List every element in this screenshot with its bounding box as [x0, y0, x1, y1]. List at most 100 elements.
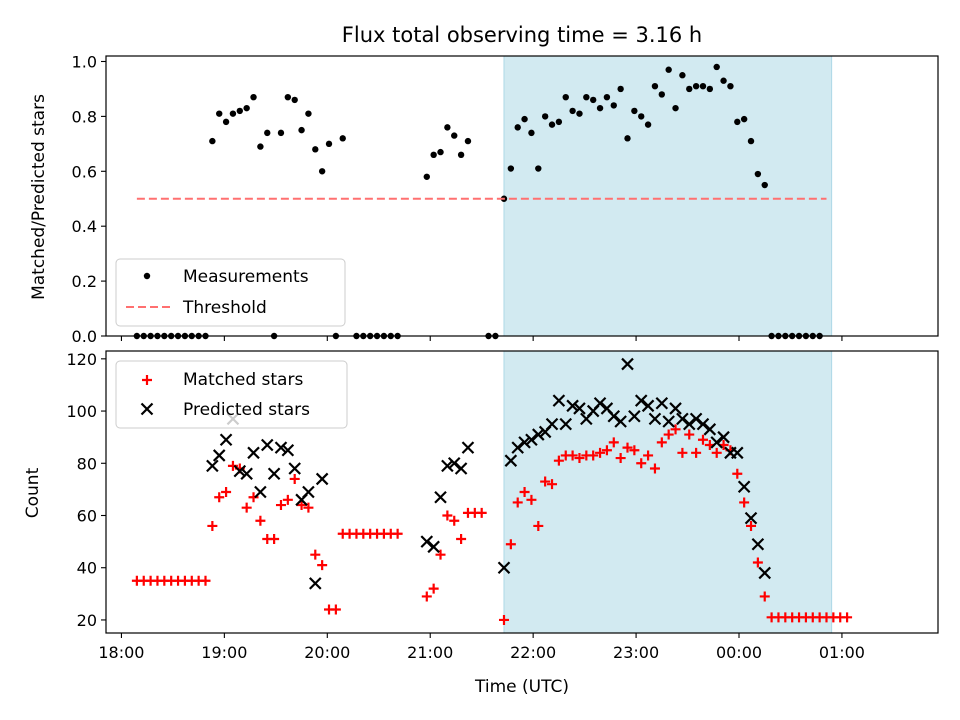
measurement-point [589, 96, 597, 104]
predicted-star-point [641, 399, 655, 413]
matched-star-point [435, 549, 446, 560]
measurement-point [209, 137, 216, 145]
matched-star-point [505, 539, 516, 550]
measurement-point [617, 85, 624, 93]
measurement-point [216, 110, 223, 117]
legend-box [115, 258, 346, 327]
matched-star-point [739, 497, 750, 508]
x-tick-label: 21:00 [407, 643, 453, 662]
legend-label-predicted: Predicted stars [183, 400, 310, 420]
matched-star-point [512, 497, 523, 508]
measurement-point [548, 121, 556, 128]
x-tick-label: 20:00 [304, 643, 350, 662]
predicted-star-point [441, 459, 454, 473]
predicted-star-point [260, 438, 274, 452]
measurement-point [665, 66, 672, 73]
matched-star-point [428, 583, 439, 594]
measurement-point [298, 126, 305, 134]
predicted-star-point [758, 566, 772, 580]
predicted-star-point [634, 394, 648, 407]
x-tick-label: 22:00 [510, 643, 556, 662]
measurement-point [576, 110, 583, 117]
y-tick-label: 80 [77, 454, 97, 473]
matched-star-point [649, 463, 660, 474]
plot-layer: 0.0 0.2 0.4 0.6 0.8 1.0 Measurements Threshold 2… [66, 52, 939, 662]
measurement-point [521, 115, 528, 123]
matched-star-point [670, 424, 681, 435]
predicted-star-point [662, 415, 675, 428]
matched-star-point [752, 557, 763, 568]
matched-star-point [533, 520, 544, 531]
y-tick-label: 0.4 [72, 217, 97, 236]
legend-box [115, 360, 348, 429]
measurement-point [562, 93, 569, 101]
measurement-point [638, 113, 645, 120]
observing-window-shade [503, 56, 832, 336]
measurement-point [250, 93, 257, 101]
predicted-star-point [281, 443, 295, 457]
measurement-point [305, 110, 312, 117]
measurement-point [444, 124, 451, 131]
matched-star-point [248, 492, 259, 503]
x-tick-label: 01:00 [819, 643, 865, 662]
matched-star-point [207, 520, 218, 531]
matched-star-point [449, 515, 460, 526]
matched-star-point [330, 604, 341, 615]
predicted-star-point [737, 480, 751, 494]
matched-star-point [255, 515, 266, 526]
measurement-point [507, 165, 515, 172]
measurement-point [284, 93, 292, 101]
predicted-star-point [247, 446, 260, 460]
matched-star-point [392, 528, 403, 539]
y-tick-label: 0.0 [72, 327, 97, 346]
predicted-star-point [240, 467, 253, 480]
matched-star-point [519, 487, 530, 497]
predicted-star-point [461, 441, 475, 454]
measurement-point [291, 96, 298, 104]
measurement-point [747, 137, 755, 145]
matched-star-point [275, 500, 286, 511]
panel-count: 20 40 60 80 100 120 18:00 19:00 20:00 21:00 22:00 2… [66, 350, 939, 662]
matched-star-point [629, 445, 640, 456]
measurement-point [658, 91, 666, 98]
measurement-point [672, 104, 679, 112]
predicted-star-point [682, 417, 696, 431]
measurement-point [569, 107, 576, 115]
predicted-star-point [267, 467, 281, 480]
measurement-point [229, 110, 237, 117]
predicted-star-point [566, 399, 579, 413]
x-axis-label: Time (UTC) [474, 677, 569, 697]
series-predicted-stars [206, 357, 772, 590]
measurement-point [312, 146, 319, 153]
legend-label-measurements: Measurements [183, 267, 309, 287]
matched-star-point [677, 447, 688, 458]
measurement-point [727, 82, 734, 90]
x-tick-label: 00:00 [716, 643, 762, 662]
measurement-point [624, 135, 631, 142]
measurement-point [754, 170, 762, 178]
panel-ratio: 0.0 0.2 0.4 0.6 0.8 1.0 Measurements Threshold [72, 52, 939, 346]
matched-star-point [697, 434, 708, 445]
predicted-star-point [233, 464, 247, 478]
measurement-point [339, 135, 346, 142]
measurement-point [451, 132, 458, 139]
matched-star-point [595, 447, 606, 458]
measurement-point [734, 118, 741, 126]
matched-star-point [303, 502, 314, 513]
matched-star-point [732, 468, 743, 479]
measurement-point [243, 104, 250, 112]
predicted-star-point [717, 430, 730, 444]
predicted-star-point [315, 472, 329, 486]
measurement-point [325, 140, 333, 148]
measurement-point [610, 102, 617, 109]
measurement-point [644, 121, 652, 128]
predicted-star-point [511, 441, 524, 454]
measurement-point [651, 82, 659, 90]
measurement-point [222, 118, 230, 126]
measurement-point [464, 137, 472, 145]
predicted-star-point [731, 446, 744, 460]
predicted-star-point [689, 412, 703, 426]
y-tick-label: 40 [77, 559, 97, 578]
measurement-point [740, 115, 748, 123]
matched-star-point [456, 534, 467, 544]
